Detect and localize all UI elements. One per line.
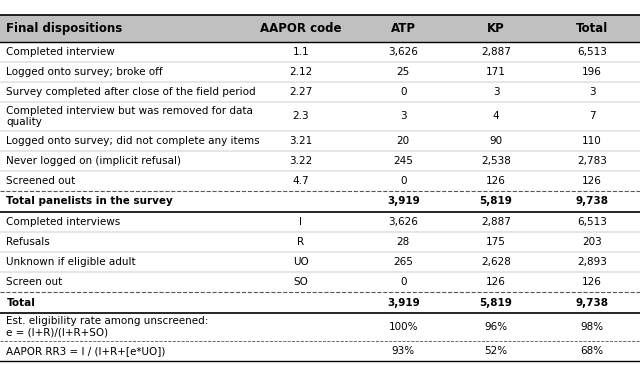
Text: 3: 3 [400, 111, 406, 122]
Text: Total panelists in the survey: Total panelists in the survey [6, 196, 173, 207]
Text: 5,819: 5,819 [479, 297, 513, 308]
Text: 93%: 93% [392, 346, 415, 356]
FancyBboxPatch shape [0, 42, 640, 62]
FancyBboxPatch shape [0, 292, 640, 313]
FancyBboxPatch shape [0, 313, 640, 341]
Text: 96%: 96% [484, 322, 508, 332]
Text: 9,738: 9,738 [575, 196, 609, 207]
Text: 3,626: 3,626 [388, 47, 418, 57]
Text: 196: 196 [582, 67, 602, 77]
Text: 25: 25 [397, 67, 410, 77]
Text: 126: 126 [486, 277, 506, 287]
FancyBboxPatch shape [0, 252, 640, 272]
Text: 3.21: 3.21 [289, 136, 312, 146]
Text: 2.27: 2.27 [289, 87, 312, 97]
Text: 98%: 98% [580, 322, 604, 332]
Text: 126: 126 [486, 176, 506, 186]
Text: 90: 90 [490, 136, 502, 146]
FancyBboxPatch shape [0, 82, 640, 102]
Text: 3,626: 3,626 [388, 217, 418, 227]
Text: Screen out: Screen out [6, 277, 63, 287]
Text: 3,919: 3,919 [387, 297, 420, 308]
Text: 0: 0 [400, 277, 406, 287]
Text: 203: 203 [582, 237, 602, 247]
Text: 2,887: 2,887 [481, 47, 511, 57]
Text: 4: 4 [493, 111, 499, 122]
Text: R: R [297, 237, 305, 247]
Text: 175: 175 [486, 237, 506, 247]
Text: 2,628: 2,628 [481, 257, 511, 267]
Text: Logged onto survey; broke off: Logged onto survey; broke off [6, 67, 163, 77]
Text: 100%: 100% [388, 322, 418, 332]
FancyBboxPatch shape [0, 232, 640, 252]
Text: 52%: 52% [484, 346, 508, 356]
Text: Total: Total [6, 297, 35, 308]
Text: 2,538: 2,538 [481, 156, 511, 166]
Text: AAPOR code: AAPOR code [260, 22, 342, 35]
FancyBboxPatch shape [0, 191, 640, 212]
Text: 0: 0 [400, 87, 406, 97]
Text: Screened out: Screened out [6, 176, 76, 186]
Text: Total: Total [576, 22, 608, 35]
FancyBboxPatch shape [0, 131, 640, 151]
Text: 3,919: 3,919 [387, 196, 420, 207]
Text: Logged onto survey; did not complete any items: Logged onto survey; did not complete any… [6, 136, 260, 146]
Text: UO: UO [293, 257, 308, 267]
FancyBboxPatch shape [0, 171, 640, 191]
Text: 171: 171 [486, 67, 506, 77]
Text: KP: KP [487, 22, 505, 35]
FancyBboxPatch shape [0, 15, 640, 42]
Text: 2,893: 2,893 [577, 257, 607, 267]
Text: 0: 0 [400, 176, 406, 186]
FancyBboxPatch shape [0, 102, 640, 131]
FancyBboxPatch shape [0, 151, 640, 171]
Text: 1.1: 1.1 [292, 47, 309, 57]
FancyBboxPatch shape [0, 62, 640, 82]
Text: 20: 20 [397, 136, 410, 146]
Text: Unknown if eligible adult: Unknown if eligible adult [6, 257, 136, 267]
Text: Final dispositions: Final dispositions [6, 22, 123, 35]
Text: 126: 126 [582, 277, 602, 287]
Text: 2.12: 2.12 [289, 67, 312, 77]
Text: ATP: ATP [390, 22, 416, 35]
Text: 126: 126 [582, 176, 602, 186]
Text: AAPOR RR3 = I / (I+R+[e*UO]): AAPOR RR3 = I / (I+R+[e*UO]) [6, 346, 166, 356]
Text: Refusals: Refusals [6, 237, 50, 247]
FancyBboxPatch shape [0, 341, 640, 361]
Text: 3: 3 [589, 87, 595, 97]
Text: Completed interview but was removed for data
quality: Completed interview but was removed for … [6, 105, 253, 127]
Text: Never logged on (implicit refusal): Never logged on (implicit refusal) [6, 156, 181, 166]
Text: 3.22: 3.22 [289, 156, 312, 166]
FancyBboxPatch shape [0, 272, 640, 292]
Text: 2,783: 2,783 [577, 156, 607, 166]
Text: 7: 7 [589, 111, 595, 122]
Text: Completed interview: Completed interview [6, 47, 115, 57]
Text: 68%: 68% [580, 346, 604, 356]
Text: 245: 245 [393, 156, 413, 166]
Text: Survey completed after close of the field period: Survey completed after close of the fiel… [6, 87, 256, 97]
Text: SO: SO [293, 277, 308, 287]
Text: 6,513: 6,513 [577, 217, 607, 227]
Text: 4.7: 4.7 [292, 176, 309, 186]
Text: 2,887: 2,887 [481, 217, 511, 227]
Text: 9,738: 9,738 [575, 297, 609, 308]
Text: 5,819: 5,819 [479, 196, 513, 207]
Text: 28: 28 [397, 237, 410, 247]
Text: 2.3: 2.3 [292, 111, 309, 122]
Text: 265: 265 [393, 257, 413, 267]
Text: Est. eligibility rate among unscreened:
e = (I+R)/(I+R+SO): Est. eligibility rate among unscreened: … [6, 316, 209, 338]
Text: 110: 110 [582, 136, 602, 146]
Text: 3: 3 [493, 87, 499, 97]
Text: I: I [300, 217, 302, 227]
Text: Completed interviews: Completed interviews [6, 217, 121, 227]
FancyBboxPatch shape [0, 212, 640, 232]
Text: 6,513: 6,513 [577, 47, 607, 57]
